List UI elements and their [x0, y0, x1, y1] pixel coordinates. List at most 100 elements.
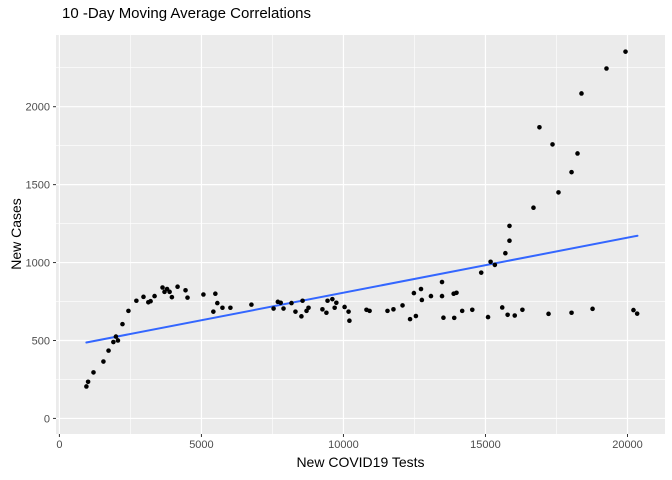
- data-point: [454, 290, 459, 296]
- data-point: [334, 300, 339, 306]
- data-point: [213, 291, 218, 297]
- data-point: [342, 304, 347, 310]
- y-tick-label: 1500: [26, 180, 50, 192]
- data-point: [281, 306, 286, 311]
- data-point: [84, 384, 89, 389]
- data-point: [101, 359, 106, 364]
- data-point: [569, 169, 574, 175]
- data-point: [439, 279, 445, 285]
- data-point: [211, 309, 216, 314]
- x-tick-label: 5000: [189, 439, 213, 451]
- data-point: [531, 205, 536, 210]
- data-point: [115, 338, 121, 343]
- x-tick-label: 20000: [612, 439, 643, 451]
- data-point: [228, 305, 233, 311]
- data-point: [512, 313, 518, 318]
- data-point: [604, 66, 609, 71]
- data-point: [575, 151, 580, 156]
- data-point: [520, 307, 525, 313]
- data-point: [169, 294, 175, 300]
- data-point: [459, 308, 465, 314]
- data-point: [428, 293, 434, 299]
- data-point: [634, 311, 640, 316]
- x-tick-label: 10000: [328, 439, 359, 451]
- data-point: [249, 302, 254, 307]
- data-point: [289, 300, 294, 306]
- data-point: [106, 348, 111, 353]
- data-point: [141, 294, 146, 300]
- data-point: [175, 284, 180, 290]
- data-point: [332, 305, 337, 311]
- y-tick-label: 1000: [26, 258, 50, 270]
- data-point: [346, 309, 351, 314]
- data-point: [325, 298, 330, 304]
- y-tick-label: 500: [32, 335, 50, 347]
- data-point: [569, 310, 574, 316]
- data-point: [503, 250, 508, 256]
- data-point: [413, 313, 419, 319]
- data-point: [407, 316, 413, 322]
- data-point: [590, 306, 595, 312]
- data-point: [324, 310, 329, 316]
- data-point: [439, 293, 445, 299]
- data-point: [505, 312, 510, 318]
- data-point: [111, 339, 116, 345]
- data-point: [148, 298, 153, 304]
- data-point: [556, 190, 561, 195]
- data-point: [546, 311, 551, 317]
- data-point: [623, 49, 628, 54]
- data-point: [278, 300, 283, 306]
- data-point: [478, 270, 484, 275]
- data-point: [579, 91, 584, 96]
- data-point: [120, 321, 125, 327]
- data-point: [507, 238, 512, 244]
- data-point: [167, 289, 172, 295]
- data-point: [469, 307, 475, 313]
- data-point: [293, 309, 298, 314]
- data-point: [550, 142, 555, 147]
- data-point: [411, 290, 417, 296]
- data-point: [183, 287, 188, 293]
- data-point: [347, 318, 352, 323]
- data-point: [499, 305, 505, 310]
- plot-panel: [56, 35, 665, 434]
- data-point: [152, 293, 157, 299]
- trend-line: [85, 234, 639, 344]
- data-point: [441, 315, 446, 321]
- data-point: [492, 262, 498, 268]
- data-point: [631, 307, 636, 313]
- x-tick-label: 15000: [470, 439, 501, 451]
- data-point: [91, 370, 96, 375]
- data-point: [220, 305, 225, 311]
- data-point: [419, 297, 425, 303]
- data-point: [126, 308, 131, 314]
- y-axis-title: New Cases: [8, 198, 24, 270]
- data-point: [537, 124, 542, 130]
- data-point: [391, 307, 396, 312]
- data-point: [507, 223, 512, 229]
- data-point: [400, 303, 405, 308]
- data-point: [300, 298, 305, 304]
- data-point: [330, 296, 335, 302]
- data-point: [485, 314, 491, 320]
- x-tick-label: 0: [56, 439, 62, 451]
- data-point: [451, 315, 457, 321]
- data-point: [160, 285, 165, 290]
- data-point: [299, 314, 304, 319]
- data-point: [306, 305, 311, 311]
- data-point: [215, 300, 220, 306]
- data-point: [385, 308, 390, 314]
- y-tick-label: 0: [44, 413, 50, 425]
- data-point: [320, 307, 325, 312]
- y-tick-label: 2000: [26, 102, 50, 114]
- chart-title: 10 -Day Moving Average Correlations: [62, 5, 312, 22]
- data-point: [134, 298, 139, 304]
- data-point: [185, 295, 190, 300]
- data-point: [85, 379, 91, 385]
- data-point: [488, 259, 493, 265]
- data-point: [418, 286, 424, 292]
- data-point: [367, 308, 372, 314]
- data-point: [201, 292, 206, 297]
